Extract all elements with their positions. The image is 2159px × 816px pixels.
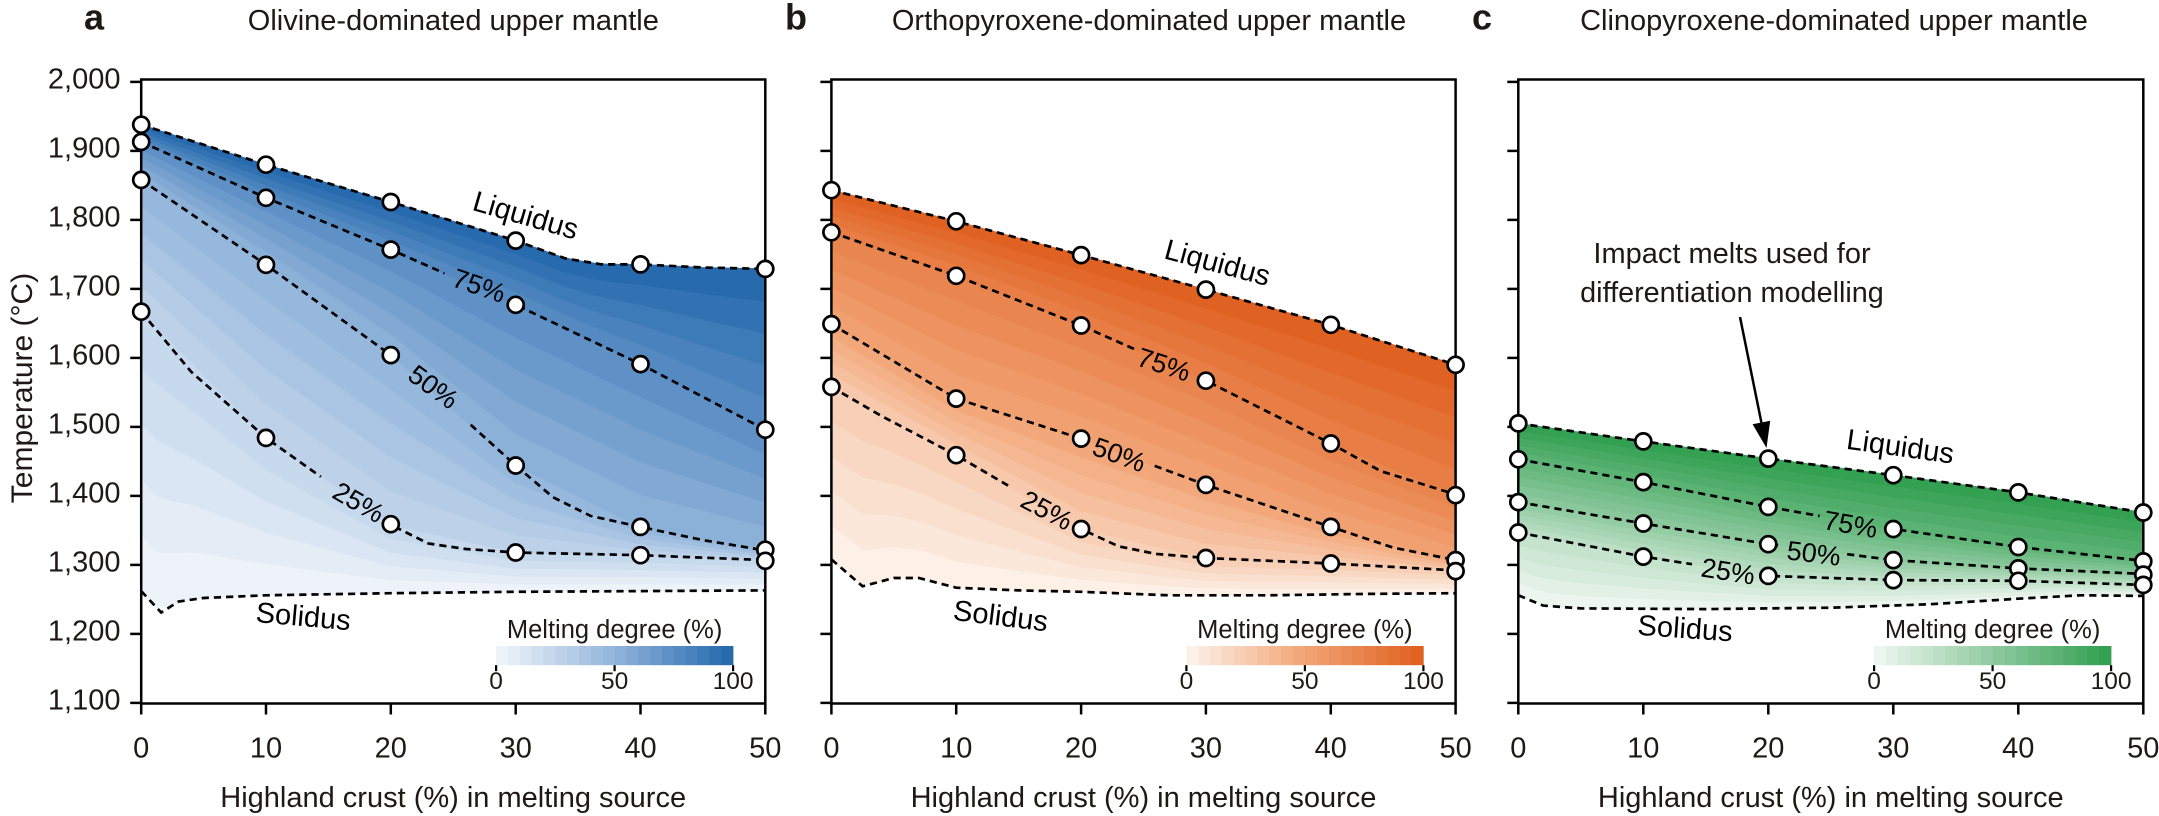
svg-text:1,200: 1,200 xyxy=(48,615,121,647)
svg-text:Clinopyroxene-dominated upper: Clinopyroxene-dominated upper mantle xyxy=(1580,5,2088,37)
svg-text:10: 10 xyxy=(1627,733,1659,765)
svg-text:40: 40 xyxy=(1315,733,1347,765)
svg-text:100: 100 xyxy=(713,668,754,695)
svg-text:Solidus: Solidus xyxy=(1637,610,1734,649)
svg-text:1,100: 1,100 xyxy=(48,684,121,716)
svg-text:Orthopyroxene-dominated upper: Orthopyroxene-dominated upper mantle xyxy=(892,5,1406,37)
svg-text:2,000: 2,000 xyxy=(48,63,121,95)
svg-text:20: 20 xyxy=(1065,733,1097,765)
svg-text:40: 40 xyxy=(624,733,656,765)
svg-text:Olivine-dominated upper mantle: Olivine-dominated upper mantle xyxy=(248,5,659,37)
svg-text:1,700: 1,700 xyxy=(48,270,121,302)
svg-text:30: 30 xyxy=(1190,733,1222,765)
svg-text:50: 50 xyxy=(1979,668,2006,695)
svg-text:Temperature (°C): Temperature (°C) xyxy=(6,273,39,503)
svg-text:Melting degree (%): Melting degree (%) xyxy=(1197,616,1412,644)
svg-text:Impact melts used for: Impact melts used for xyxy=(1593,238,1871,270)
svg-text:Melting degree (%): Melting degree (%) xyxy=(507,616,722,644)
svg-text:0: 0 xyxy=(1180,668,1194,695)
svg-text:50: 50 xyxy=(749,733,781,765)
svg-text:0: 0 xyxy=(133,733,149,765)
svg-text:10: 10 xyxy=(940,733,972,765)
svg-text:30: 30 xyxy=(500,733,532,765)
svg-text:Highland crust (%) in melting: Highland crust (%) in melting source xyxy=(220,782,686,814)
svg-text:differentiation modelling: differentiation modelling xyxy=(1580,277,1884,309)
svg-text:0: 0 xyxy=(489,668,503,695)
svg-text:40: 40 xyxy=(2002,733,2034,765)
svg-text:c: c xyxy=(1472,0,1492,38)
svg-text:1,800: 1,800 xyxy=(48,201,121,233)
svg-text:50: 50 xyxy=(1439,733,1471,765)
svg-text:50: 50 xyxy=(2127,733,2159,765)
svg-text:50: 50 xyxy=(1291,668,1318,695)
svg-text:Highland crust (%) in melting: Highland crust (%) in melting source xyxy=(1598,782,2064,814)
svg-text:20: 20 xyxy=(375,733,407,765)
svg-text:50%: 50% xyxy=(1785,535,1842,571)
svg-text:30: 30 xyxy=(1877,733,1909,765)
svg-text:0: 0 xyxy=(823,733,839,765)
svg-text:Melting degree (%): Melting degree (%) xyxy=(1885,616,2100,644)
svg-text:Highland crust (%) in melting: Highland crust (%) in melting source xyxy=(911,782,1377,814)
svg-text:10: 10 xyxy=(250,733,282,765)
svg-text:20: 20 xyxy=(1752,733,1784,765)
svg-text:0: 0 xyxy=(1510,733,1526,765)
svg-text:a: a xyxy=(84,0,105,38)
svg-text:100: 100 xyxy=(1403,668,1444,695)
svg-text:50: 50 xyxy=(601,668,628,695)
svg-text:0: 0 xyxy=(1867,668,1881,695)
svg-text:1,600: 1,600 xyxy=(48,339,121,371)
svg-text:1,500: 1,500 xyxy=(48,408,121,440)
svg-text:1,900: 1,900 xyxy=(48,132,121,164)
svg-text:100: 100 xyxy=(2091,668,2132,695)
svg-text:1,300: 1,300 xyxy=(48,546,121,578)
svg-text:1,400: 1,400 xyxy=(48,477,121,509)
svg-text:b: b xyxy=(785,0,807,38)
